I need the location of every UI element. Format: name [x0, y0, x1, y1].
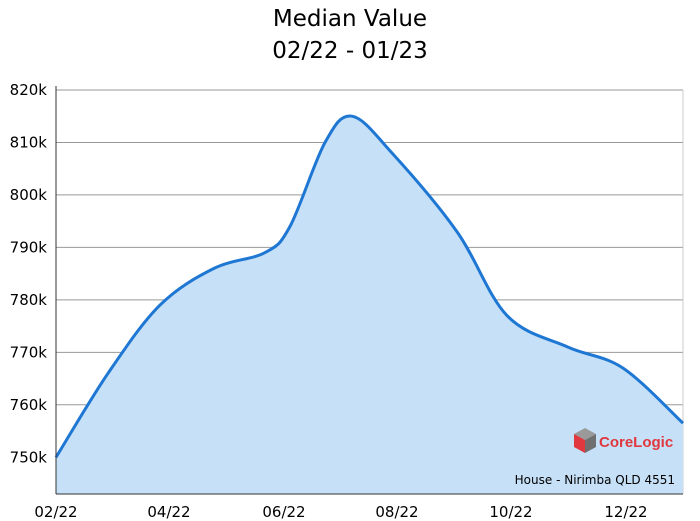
y-tick-label: 770k	[10, 343, 48, 361]
y-tick-label: 760k	[10, 396, 48, 414]
x-tick-label: 02/22	[34, 503, 77, 521]
x-tick-label: 10/22	[489, 503, 532, 521]
footer-note: House - Nirimba QLD 4551	[515, 473, 675, 487]
y-tick-label: 790k	[10, 238, 48, 256]
chart-title: Median Value	[273, 6, 427, 32]
x-tick-label: 06/22	[262, 503, 305, 521]
chart-subtitle: 02/22 - 01/23	[272, 38, 428, 64]
brand-logo: CoreLogic	[574, 428, 673, 453]
y-tick-label: 820k	[10, 81, 48, 99]
series-line	[54, 114, 685, 459]
x-tick-label: 08/22	[375, 503, 418, 521]
brand-name: CoreLogic	[599, 434, 673, 451]
logo-cube-left-icon	[574, 434, 585, 453]
axis-layer: 750k 760k 770k 780k 790k 800k 810k 820k 02/22 04/…	[10, 81, 683, 521]
logo-cube-right-icon	[585, 434, 596, 453]
y-tick-label: 780k	[10, 291, 48, 309]
x-tick-label: 12/22	[604, 503, 647, 521]
y-tick-label: 750k	[10, 448, 48, 466]
x-tick-label: 04/22	[147, 503, 190, 521]
y-tick-label: 800k	[10, 186, 48, 204]
area-fill	[56, 116, 683, 494]
y-tick-label: 810k	[10, 133, 48, 151]
